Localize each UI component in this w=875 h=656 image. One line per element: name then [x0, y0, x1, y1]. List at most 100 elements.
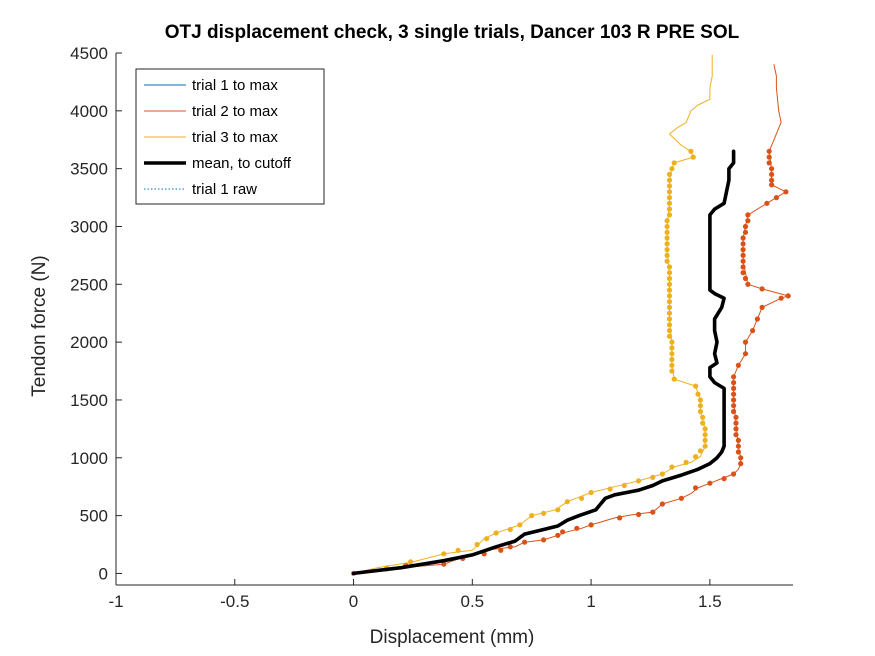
data-point-trial-3-to-max [666, 189, 673, 195]
data-point-trial-3-to-max [555, 507, 561, 513]
data-point-trial-3-to-max [669, 345, 675, 351]
data-point-trial-2-to-max [731, 391, 737, 397]
data-point-trial-2-to-max [735, 449, 742, 455]
data-point-trial-3-to-max [690, 154, 696, 160]
data-point-trial-2-to-max [740, 264, 746, 270]
data-point-trial-3-to-max [493, 530, 499, 536]
data-point-trial-3-to-max [664, 247, 670, 253]
data-point-trial-2-to-max [759, 286, 765, 292]
data-point-trial-2-to-max [733, 420, 739, 426]
data-point-trial-2-to-max [441, 561, 447, 567]
data-point-trial-2-to-max [507, 544, 513, 550]
data-point-trial-3-to-max [541, 510, 547, 516]
data-point-trial-3-to-max [408, 559, 414, 565]
data-point-trial-2-to-max [636, 511, 642, 518]
data-point-trial-3-to-max [484, 536, 490, 542]
data-point-trial-2-to-max [721, 476, 727, 482]
data-point-trial-3-to-max [693, 383, 699, 389]
data-point-trial-3-to-max [700, 414, 706, 420]
data-point-trial-3-to-max [700, 420, 706, 426]
data-point-trial-2-to-max [735, 443, 742, 449]
data-point-trial-3-to-max [666, 275, 673, 282]
data-point-trial-3-to-max [702, 437, 708, 443]
data-point-trial-3-to-max [579, 495, 585, 501]
x-tick-label: 0 [349, 592, 358, 611]
y-tick-label: 3500 [70, 160, 108, 179]
data-point-trial-3-to-max [666, 322, 673, 328]
y-tick-label: 4000 [70, 102, 108, 121]
data-point-trial-2-to-max [731, 374, 737, 380]
chart-title: OTJ displacement check, 3 single trials,… [165, 22, 740, 43]
y-tick-label: 4500 [70, 44, 108, 63]
data-point-trial-2-to-max [766, 154, 772, 160]
data-point-trial-3-to-max [666, 206, 673, 212]
data-point-trial-2-to-max [742, 339, 749, 345]
data-point-trial-2-to-max [783, 189, 789, 195]
data-point-trial-2-to-max [769, 177, 775, 183]
data-point-trial-2-to-max [740, 270, 746, 276]
data-point-trial-2-to-max [740, 252, 746, 258]
data-point-trial-2-to-max [522, 539, 528, 545]
data-point-trial-3-to-max [659, 471, 666, 477]
plot-area: -1 -0.5 0 0.5 1 1.5 0 500 1000 1500 2000 2500 3000 35… [70, 44, 793, 611]
data-point-trial-2-to-max [754, 316, 761, 322]
data-point-trial-3-to-max [666, 183, 673, 189]
data-point-trial-2-to-max [766, 160, 772, 166]
data-point-trial-3-to-max [517, 522, 523, 528]
data-point-trial-3-to-max [671, 160, 677, 166]
data-point-trial-3-to-max [695, 391, 701, 397]
data-point-trial-2-to-max [574, 525, 580, 531]
data-point-trial-2-to-max [707, 480, 713, 486]
data-point-trial-3-to-max [666, 293, 673, 299]
data-point-trial-3-to-max [697, 408, 704, 415]
data-point-trial-2-to-max [541, 537, 547, 543]
data-point-trial-3-to-max [529, 513, 535, 519]
y-tick-label: 3000 [70, 217, 108, 236]
legend-label: trial 1 raw [192, 181, 257, 198]
data-point-trial-2-to-max [560, 529, 566, 535]
data-point-trial-3-to-max [669, 362, 675, 368]
data-point-trial-3-to-max [588, 489, 594, 496]
y-tick-label: 500 [80, 507, 108, 526]
data-point-trial-3-to-max [669, 464, 675, 470]
data-point-trial-2-to-max [750, 328, 756, 334]
series-line-mean-to-cutoff [351, 149, 736, 576]
data-point-trial-3-to-max [507, 526, 513, 533]
data-point-trial-3-to-max [702, 426, 708, 432]
data-point-trial-2-to-max [766, 148, 772, 154]
data-point-trial-3-to-max [441, 551, 447, 557]
data-point-trial-3-to-max [666, 287, 673, 293]
data-point-trial-3-to-max [693, 454, 699, 460]
data-point-trial-3-to-max [688, 148, 694, 154]
data-point-trial-2-to-max [769, 182, 775, 188]
data-point-trial-2-to-max [778, 295, 784, 301]
data-point-trial-3-to-max [664, 252, 670, 258]
data-point-trial-3-to-max [669, 368, 675, 374]
data-point-trial-3-to-max [664, 223, 670, 230]
data-point-trial-3-to-max [664, 235, 670, 241]
data-point-trial-2-to-max [733, 414, 739, 420]
data-point-trial-3-to-max [664, 229, 670, 235]
x-tick-label: 1.5 [698, 592, 722, 611]
data-point-trial-3-to-max [666, 316, 673, 322]
data-point-trial-2-to-max [498, 547, 504, 553]
data-point-trial-3-to-max [666, 171, 673, 177]
data-point-trial-2-to-max [731, 408, 737, 415]
data-point-trial-2-to-max [745, 212, 751, 218]
data-point-trial-3-to-max [697, 403, 704, 409]
x-axis-label: Displacement (mm) [370, 627, 535, 648]
legend-label: trial 2 to max [192, 103, 278, 120]
data-point-trial-3-to-max [666, 328, 673, 334]
data-point-trial-3-to-max [697, 397, 704, 403]
data-point-trial-3-to-max [669, 339, 675, 345]
data-point-trial-3-to-max [666, 304, 673, 310]
data-point-trial-3-to-max [666, 200, 673, 206]
x-tick-label: 0.5 [460, 592, 484, 611]
data-point-trial-2-to-max [555, 532, 561, 538]
data-point-trial-3-to-max [666, 264, 673, 270]
data-point-trial-2-to-max [769, 166, 775, 172]
data-point-trial-3-to-max [702, 443, 708, 449]
data-point-trial-2-to-max [731, 403, 737, 409]
data-point-trial-3-to-max [664, 258, 670, 264]
data-point-trial-2-to-max [588, 522, 594, 528]
